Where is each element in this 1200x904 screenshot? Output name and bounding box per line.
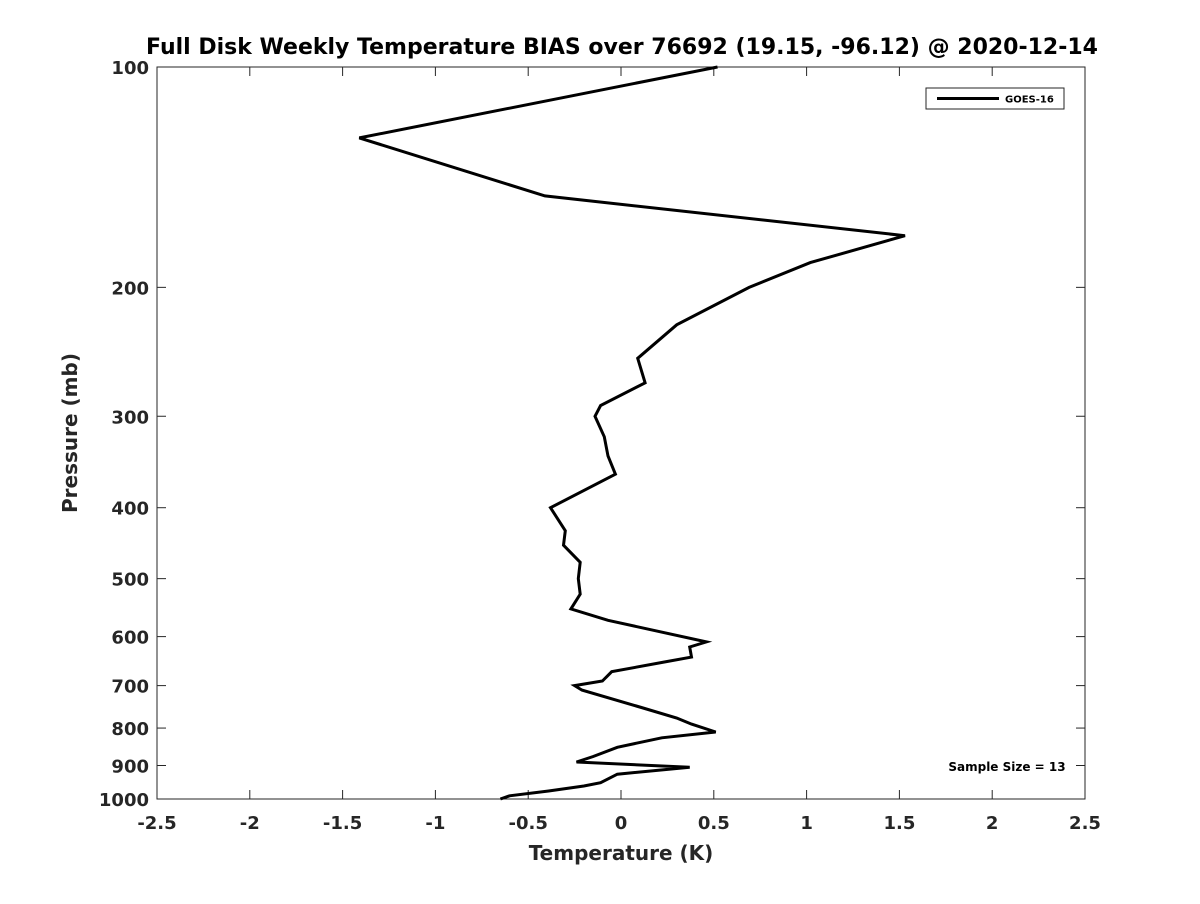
x-tick-label: 0 <box>615 813 628 834</box>
y-tick-label: 400 <box>111 499 149 520</box>
y-tick-label: 100 <box>111 58 149 79</box>
x-tick-label: -1 <box>425 813 445 834</box>
y-tick-label: 800 <box>111 719 149 740</box>
series-layer <box>358 65 906 801</box>
x-axis: -2.5 -2 -1.5 -1 -0.5 0 0.5 1 1.5 2 2.5 <box>137 67 1101 834</box>
y-axis-label: Pressure (mb) <box>58 353 82 513</box>
y-tick-label: 500 <box>111 570 149 591</box>
x-axis-label: Temperature (K) <box>529 841 714 865</box>
legend-label-goes-16: GOES-16 <box>1005 95 1054 106</box>
y-tick-label: 300 <box>111 407 149 428</box>
y-tick-label: 1000 <box>99 790 149 811</box>
x-tick-label: 2 <box>986 813 999 834</box>
x-tick-label: -1.5 <box>323 813 362 834</box>
x-tick-label: 1.5 <box>883 813 915 834</box>
x-tick-label: -2 <box>240 813 260 834</box>
y-tick-label: 600 <box>111 628 149 649</box>
x-tick-label: -2.5 <box>137 813 176 834</box>
x-tick-label: 1 <box>800 813 813 834</box>
series-line-goes-16 <box>358 65 906 801</box>
chart-title: Full Disk Weekly Temperature BIAS over 7… <box>146 35 1098 60</box>
sample-size-annotation: Sample Size = 13 <box>948 760 1065 774</box>
y-tick-label: 900 <box>111 757 149 778</box>
y-tick-label: 700 <box>111 677 149 698</box>
x-tick-label: 0.5 <box>698 813 730 834</box>
x-tick-label: -0.5 <box>509 813 548 834</box>
legend: GOES-16 <box>925 87 1065 110</box>
y-axis: 100 200 300 400 500 600 700 800 900 1000 <box>99 58 1085 811</box>
y-tick-label: 200 <box>111 278 149 299</box>
x-tick-label: 2.5 <box>1069 813 1101 834</box>
